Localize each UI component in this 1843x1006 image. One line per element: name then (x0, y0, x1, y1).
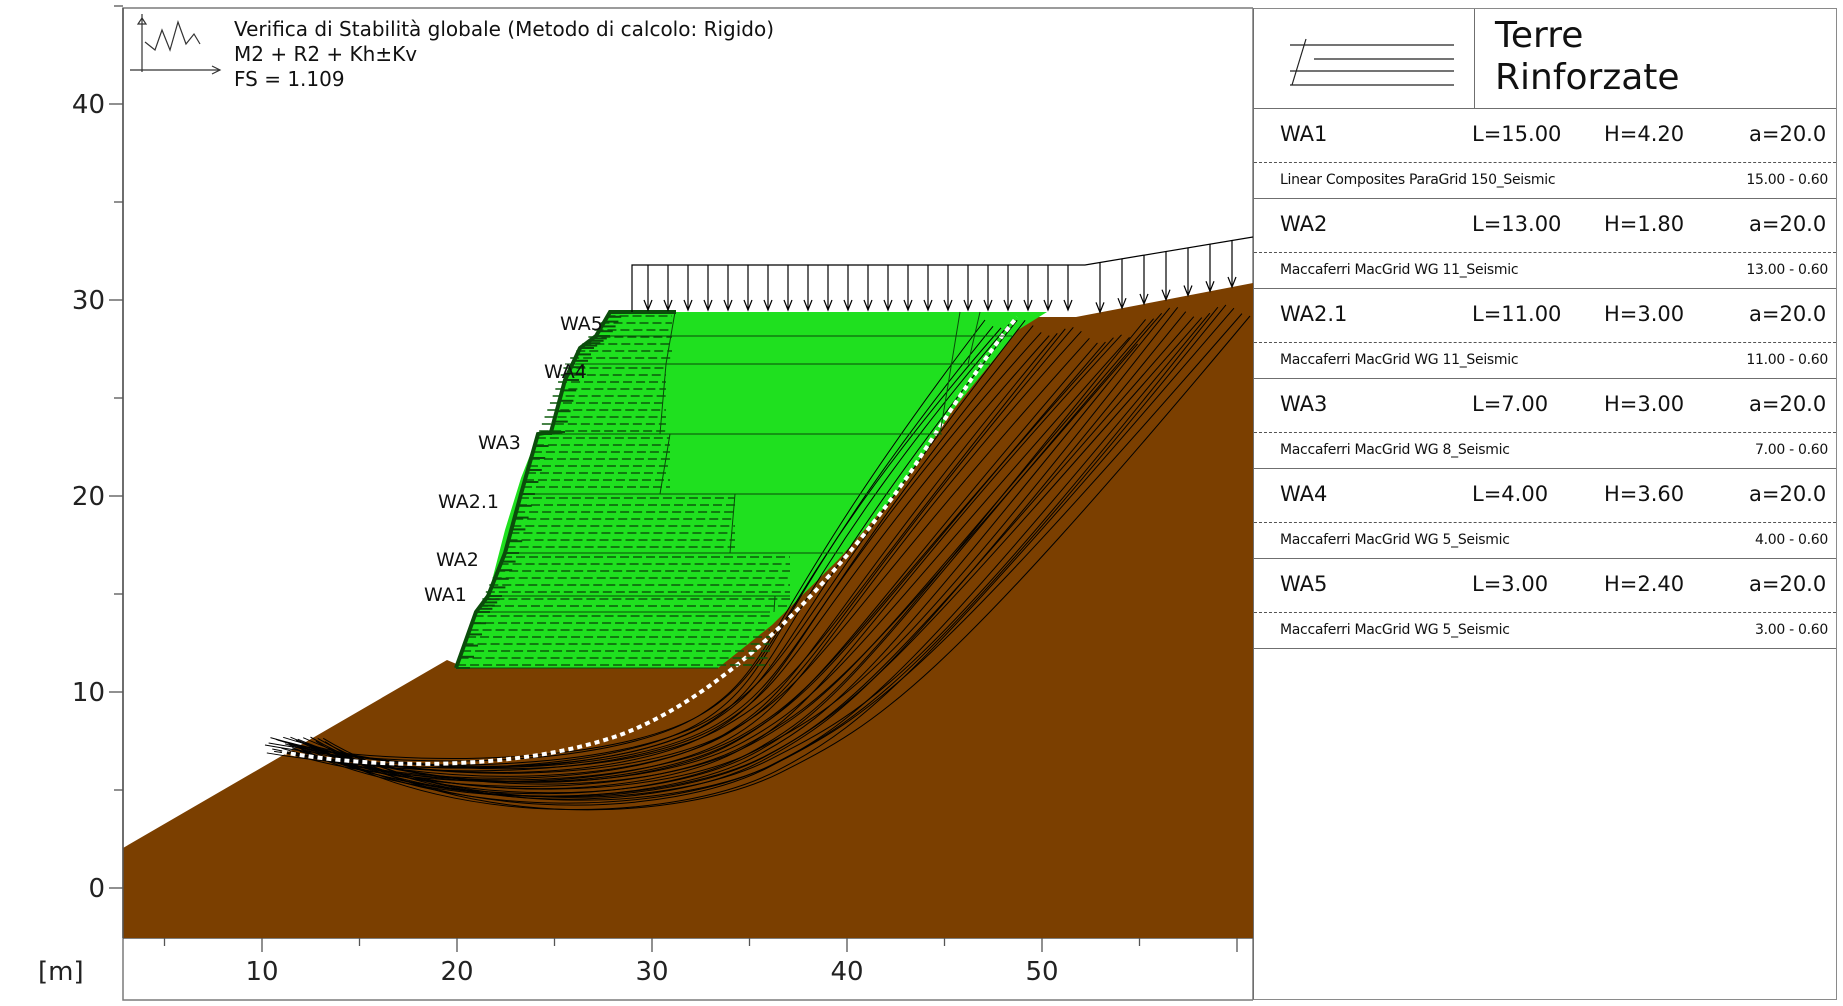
row-angle: a=20.0 (1749, 392, 1827, 416)
table-row: WA4 L=4.00 H=3.60 a=20.0 (1254, 469, 1836, 523)
x-tick-label: 50 (1025, 957, 1058, 987)
row-dims: 7.00 - 0.60 (1755, 442, 1828, 458)
row-height: H=4.20 (1604, 122, 1685, 146)
table-subrow: Maccaferri MacGrid WG 11_Seismic 11.00 - … (1254, 343, 1836, 379)
row-dims: 4.00 - 0.60 (1755, 532, 1828, 548)
row-length: L=11.00 (1472, 302, 1562, 326)
row-length: L=15.00 (1472, 122, 1562, 146)
row-name: WA2.1 (1280, 302, 1348, 326)
load-combination: M2 + R2 + Kh±Kv (234, 42, 417, 66)
safety-factor: FS = 1.109 (234, 67, 345, 91)
wall-label-wa1: WA1 (424, 584, 467, 606)
y-tick-label: 30 (72, 286, 105, 316)
y-tick-label: 40 (72, 90, 105, 120)
row-product: Linear Composites ParaGrid 150_Seismic (1280, 172, 1556, 188)
fill-layer-boundaries (456, 311, 1012, 669)
row-name: WA3 (1280, 392, 1328, 416)
reinforcement-table: Terre Rinforzate WA1 L=15.00 H=4.20 a=20.0 L… (1253, 8, 1837, 1000)
surcharge-load (631, 236, 1253, 315)
table-subrow: Maccaferri MacGrid WG 11_Seismic 13.00 - … (1254, 253, 1836, 289)
slip-surfaces (264, 304, 1251, 811)
wall-labels: WA5 WA4 WA3 WA2.1 WA2 WA1 (424, 313, 603, 606)
x-tick-label: 20 (440, 957, 473, 987)
wall-label-wa2: WA2 (436, 549, 479, 571)
y-axis: 0 10 20 30 40 (72, 5, 124, 938)
y-tick-label: 20 (72, 482, 105, 512)
row-angle: a=20.0 (1749, 212, 1827, 236)
y-tick-label: 10 (72, 678, 105, 708)
reinforcement-layers (457, 315, 790, 666)
table-title-line1: Terre (1495, 15, 1584, 56)
x-tick-label: 10 (245, 957, 278, 987)
analysis-title: Verifica di Stabilità globale (Metodo di… (234, 17, 774, 41)
row-angle: a=20.0 (1749, 572, 1827, 596)
table-subrow: Maccaferri MacGrid WG 5_Seismic 3.00 - 0.… (1254, 613, 1836, 649)
unit-label: [m] (38, 957, 84, 987)
table-subrow: Maccaferri MacGrid WG 8_Seismic 7.00 - 0.… (1254, 433, 1836, 469)
row-height: H=3.00 (1604, 302, 1685, 326)
row-height: H=3.60 (1604, 482, 1685, 506)
table-row: WA2.1 L=11.00 H=3.00 a=20.0 (1254, 289, 1836, 343)
row-dims: 3.00 - 0.60 (1755, 622, 1828, 638)
table-header: Terre Rinforzate (1254, 9, 1836, 109)
seismic-icon (130, 14, 222, 75)
row-angle: a=20.0 (1749, 122, 1827, 146)
table-row: WA3 L=7.00 H=3.00 a=20.0 (1254, 379, 1836, 433)
row-height: H=1.80 (1604, 212, 1685, 236)
row-dims: 11.00 - 0.60 (1746, 352, 1828, 368)
table-title-line2: Rinforzate (1495, 57, 1680, 98)
row-name: WA1 (1280, 122, 1328, 146)
critical-slip-surface (281, 315, 1019, 766)
wall-label-wa2-1: WA2.1 (438, 491, 499, 513)
x-axis-ticks: 10 20 30 40 50 (163, 938, 1238, 987)
row-name: WA4 (1280, 482, 1328, 506)
table-row: WA1 L=15.00 H=4.20 a=20.0 (1254, 109, 1836, 163)
table-row: WA2 L=13.00 H=1.80 a=20.0 (1254, 199, 1836, 253)
row-name: WA5 (1280, 572, 1328, 596)
table-subrow: Maccaferri MacGrid WG 5_Seismic 4.00 - 0.… (1254, 523, 1836, 559)
row-product: Maccaferri MacGrid WG 8_Seismic (1280, 442, 1510, 458)
table-subrow: Linear Composites ParaGrid 150_Seismic 15… (1254, 163, 1836, 199)
row-length: L=4.00 (1472, 482, 1549, 506)
row-dims: 15.00 - 0.60 (1746, 172, 1828, 188)
reinforced-earth-icon (1254, 9, 1475, 109)
wall-label-wa4: WA4 (544, 361, 587, 383)
x-tick-label: 30 (635, 957, 668, 987)
row-height: H=2.40 (1604, 572, 1685, 596)
row-product: Maccaferri MacGrid WG 5_Seismic (1280, 622, 1510, 638)
row-dims: 13.00 - 0.60 (1746, 262, 1828, 278)
reinforced-fill (456, 312, 1047, 668)
y-tick-label: 0 (88, 874, 105, 904)
row-length: L=7.00 (1472, 392, 1549, 416)
wall-facing (454, 310, 676, 669)
x-tick-label: 40 (830, 957, 863, 987)
wall-label-wa5: WA5 (560, 313, 603, 335)
row-length: L=3.00 (1472, 572, 1549, 596)
wall-label-wa3: WA3 (478, 432, 521, 454)
row-height: H=3.00 (1604, 392, 1685, 416)
row-product: Maccaferri MacGrid WG 11_Seismic (1280, 262, 1519, 278)
row-angle: a=20.0 (1749, 482, 1827, 506)
stability-plot: 0 10 20 30 40 10 20 30 40 50 [m] WA5 WA4 WA3 WA2… (38, 5, 1253, 1001)
row-angle: a=20.0 (1749, 302, 1827, 326)
row-product: Maccaferri MacGrid WG 5_Seismic (1280, 532, 1510, 548)
table-row: WA5 L=3.00 H=2.40 a=20.0 (1254, 559, 1836, 613)
row-length: L=13.00 (1472, 212, 1562, 236)
row-product: Maccaferri MacGrid WG 11_Seismic (1280, 352, 1519, 368)
row-name: WA2 (1280, 212, 1328, 236)
